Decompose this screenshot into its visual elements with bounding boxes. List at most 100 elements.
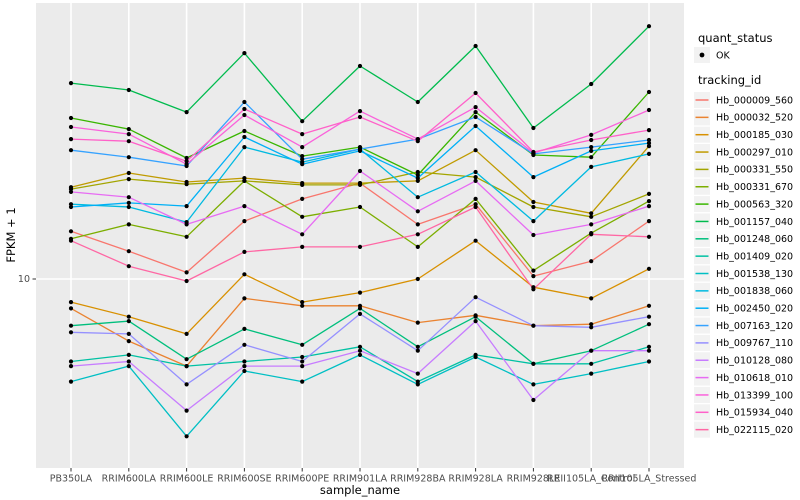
data-point: [300, 162, 305, 167]
x-tick-label: RRIM901LA: [333, 474, 388, 485]
legend-item-label: Hb_013399_100: [716, 390, 793, 401]
data-point: [589, 361, 594, 366]
data-point: [646, 204, 652, 209]
legend-item-label: Hb_000297_010: [716, 147, 793, 158]
legend-item-label: Hb_002450_020: [716, 304, 793, 315]
data-point: [473, 114, 478, 120]
x-tick-label: RRII105LA_Control: [547, 474, 635, 485]
data-point: [126, 352, 131, 357]
data-point: [531, 397, 536, 403]
data-point: [242, 364, 247, 369]
data-point: [300, 157, 305, 162]
data-point: [300, 145, 305, 150]
data-point: [473, 105, 478, 110]
data-point: [646, 348, 652, 353]
data-point: [300, 379, 305, 384]
data-point: [357, 182, 363, 187]
data-point: [357, 311, 363, 316]
data-point: [473, 169, 478, 175]
data-point: [184, 155, 189, 161]
data-point: [184, 182, 189, 187]
data-point: [531, 125, 536, 131]
legend-item-label: Hb_022115_020: [716, 425, 793, 436]
data-point: [242, 219, 247, 224]
data-point: [415, 382, 420, 387]
data-point: [357, 109, 363, 114]
data-point: [126, 139, 131, 144]
data-point: [126, 249, 131, 254]
data-point: [300, 364, 305, 369]
data-point: [68, 330, 74, 335]
data-point: [68, 124, 74, 130]
data-point: [589, 222, 594, 227]
data-point: [126, 170, 131, 176]
data-point: [300, 354, 305, 360]
data-point: [184, 408, 189, 413]
data-point: [184, 278, 189, 284]
data-point: [646, 141, 652, 146]
legend-item-label: Hb_007163_120: [716, 321, 793, 332]
data-point: [589, 164, 594, 169]
data-point: [646, 303, 652, 308]
data-point: [473, 178, 478, 183]
data-point: [415, 195, 420, 200]
data-point: [646, 314, 652, 319]
data-point: [473, 314, 478, 319]
legend-title-quant-status: quant_status: [698, 31, 773, 45]
data-point: [184, 357, 189, 362]
x-tick-label: RRIM600LE: [160, 474, 214, 485]
data-point: [589, 322, 594, 327]
data-point: [646, 359, 652, 364]
data-point: [68, 364, 74, 369]
data-point: [531, 323, 536, 328]
legend-item-label: Hb_010128_080: [716, 356, 793, 367]
data-point: [184, 434, 189, 439]
data-point: [242, 326, 247, 331]
data-point: [242, 249, 247, 254]
data-point: [300, 119, 305, 124]
data-point: [473, 175, 478, 180]
data-point: [68, 379, 74, 384]
data-point: [589, 325, 594, 330]
data-point: [357, 290, 363, 295]
data-point: [242, 106, 247, 112]
data-point: [415, 371, 420, 376]
data-point: [242, 342, 247, 347]
data-point: [126, 177, 131, 182]
data-point: [415, 276, 420, 282]
legend-item-label: Hb_009767_110: [716, 338, 793, 349]
x-tick-label: RRIM928BA: [390, 474, 446, 485]
data-point: [415, 169, 420, 175]
data-point: [68, 229, 74, 234]
data-point: [531, 382, 536, 387]
data-point: [473, 43, 478, 49]
legend-item-label: Hb_001409_020: [716, 251, 793, 262]
data-point: [531, 219, 536, 224]
data-point: [68, 81, 74, 86]
data-point: [357, 147, 363, 152]
data-point: [589, 259, 594, 264]
data-point: [646, 144, 652, 149]
data-point: [531, 287, 536, 292]
data-point: [473, 148, 478, 153]
data-point: [357, 168, 363, 174]
data-point: [415, 222, 420, 227]
data-point: [126, 127, 131, 132]
legend-item-label: Hb_001538_130: [716, 269, 793, 280]
data-point: [531, 175, 536, 180]
data-point: [589, 296, 594, 301]
legend-item-label: Hb_000563_320: [716, 199, 793, 210]
data-point: [531, 274, 536, 279]
legend-item-label: Hb_000009_560: [716, 95, 793, 106]
data-point: [415, 244, 420, 249]
data-point: [473, 319, 478, 324]
data-point: [589, 132, 594, 137]
data-point: [242, 272, 247, 277]
data-point: [357, 204, 363, 210]
data-point: [126, 264, 131, 269]
data-point: [300, 359, 305, 364]
data-point: [68, 300, 74, 305]
data-point: [531, 268, 536, 273]
data-point: [126, 364, 131, 369]
